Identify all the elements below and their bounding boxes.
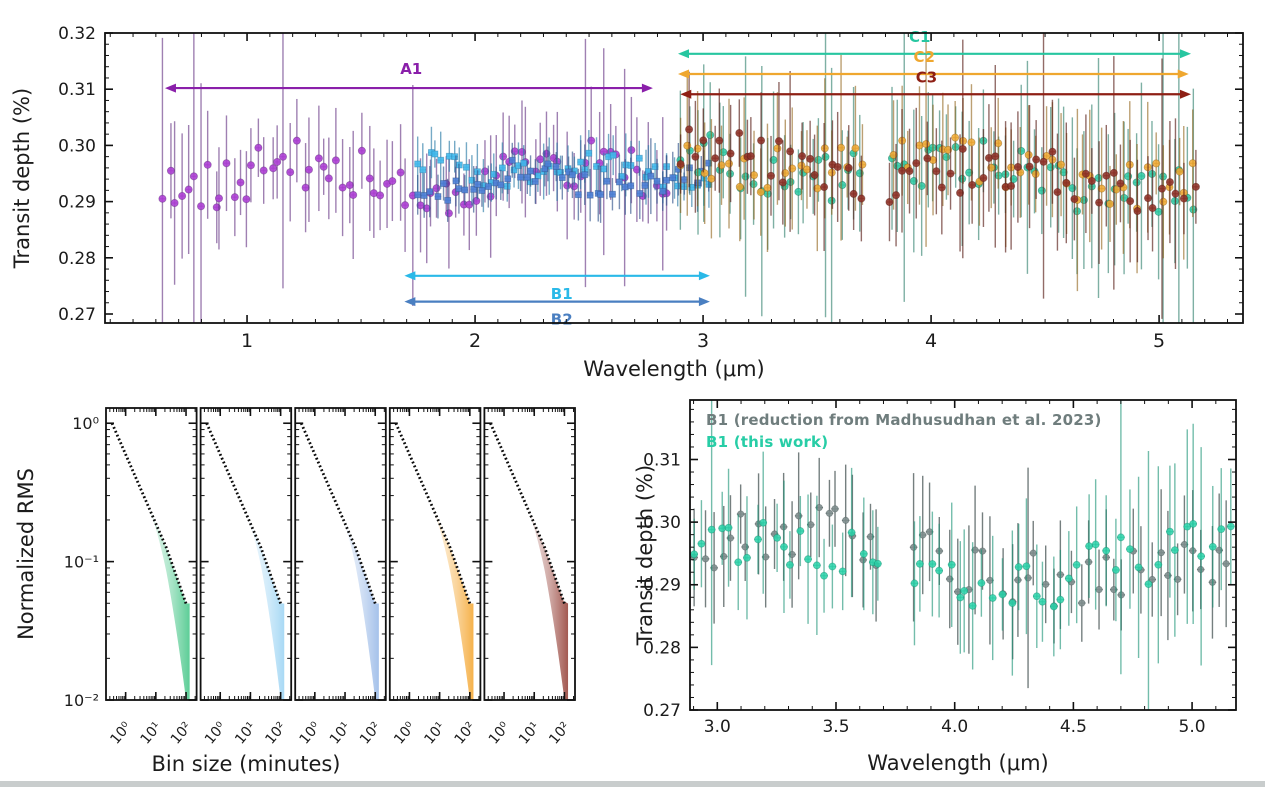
rms-axes-light-blue: 10⁰ 10¹ 10² [199, 407, 293, 748]
spectrum-ytick-label: 0.31 [58, 80, 96, 100]
rms-panel-orange: 10⁰ 10¹ 10² [388, 407, 482, 748]
rms-xtick-label: 10⁰ [391, 719, 419, 748]
annotation-A1: A1 [164, 60, 653, 93]
rms-line-green [110, 422, 188, 605]
spectrum-xtick-label: 5 [1153, 330, 1165, 352]
comparison-ytick-label: 0.29 [643, 576, 681, 596]
rms-xtick-label: 10⁰ [297, 719, 325, 748]
comparison-axes: 3.0 3.5 4.0 4.5 5.0 0.27 0.28 0.29 0.30 0.31 [643, 399, 1237, 737]
spectrum-xtick-label: 1 [241, 330, 253, 352]
series-B1-this-work [690, 400, 1235, 710]
rms-panel-blue: 10⁰ 10¹ 10² [294, 407, 387, 748]
comparison-xtick-label: 3.0 [704, 717, 731, 737]
spectrum-xtick-label: 2 [469, 330, 481, 352]
rms-panel-dark-red: 10⁰ 10¹ 10² [483, 407, 576, 748]
comparison-ytick-label: 0.30 [643, 513, 681, 533]
annotation-label-A1: A1 [400, 60, 422, 78]
rms-line-dark-red [489, 422, 566, 605]
rms-line-light-blue [205, 422, 282, 605]
comparison-ytick-label: 0.31 [643, 450, 681, 470]
rms-fan-dark-red [525, 504, 569, 700]
annotation-B1: B1 [404, 271, 710, 303]
rms-xtick-label: 10⁰ [107, 719, 135, 748]
spectrum-x-axis-label: Wavelength (μm) [583, 357, 765, 381]
spectrum-data [158, 33, 1200, 323]
annotation-label-C1: C1 [909, 28, 930, 46]
annotation-label-C2: C2 [914, 48, 935, 66]
rms-xtick-label: 10² [546, 719, 573, 747]
rms-xtick-label: 10¹ [138, 719, 165, 747]
rms-xtick-label: 10¹ [232, 719, 259, 747]
annotation-label-B2: B2 [551, 311, 573, 329]
rms-fan-light-blue [245, 513, 285, 700]
bottom-edge-strip [0, 781, 1265, 787]
comparison-xtick-label: 4.0 [941, 717, 968, 737]
legend-item-b1-this-work: B1 (this work) [706, 433, 829, 451]
rms-xtick-label: 10² [357, 719, 384, 747]
comparison-data [690, 400, 1235, 710]
spectrum-ytick-label: 0.27 [58, 305, 96, 325]
rms-panel-light-blue: 10⁰ 10¹ 10² [199, 407, 293, 748]
rms-line-orange [394, 422, 472, 605]
comparison-xtick-label: 3.5 [822, 717, 849, 737]
spectrum-ytick-label: 0.30 [58, 136, 96, 156]
rms-fan-blue [340, 513, 379, 700]
comparison-y-axis-label: Transit depth (%) [633, 464, 657, 646]
rms-xtick-label: 10² [262, 719, 289, 747]
rms-axes-orange: 10⁰ 10¹ 10² [388, 407, 482, 748]
rms-xtick-label: 10⁰ [486, 719, 514, 748]
rms-y-axis-label: Normalized RMS [14, 468, 38, 640]
spectrum-y-axis-label: Transit depth (%) [10, 87, 34, 269]
rms-xtick-label: 10¹ [421, 719, 448, 747]
annotation-C2: C2 [677, 48, 1189, 79]
comparison-ytick-label: 0.27 [643, 701, 681, 721]
comparison-x-axis-label: Wavelength (μm) [867, 751, 1049, 775]
spectrum-axes: 1 2 3 4 5 0.27 0.28 0.29 0.30 0.31 0.32 [58, 24, 1244, 352]
rms-x-axis-label: Bin size (minutes) [151, 752, 341, 776]
comparison-xtick-label: 5.0 [1179, 717, 1206, 737]
rms-xtick-label: 10² [452, 719, 479, 747]
spectrum-xtick-label: 3 [697, 330, 709, 352]
annotation-B2: B2 [404, 297, 710, 329]
comparison-xtick-label: 4.5 [1060, 717, 1087, 737]
annotation-label-B1: B1 [551, 285, 573, 303]
spectrum-plot: A1 B1 B2 C1 C2 C3 1 2 3 4 5 0.27 0.28 0.29 0.30 0.31 0.3… [58, 24, 1244, 352]
rms-fan-orange [430, 502, 474, 700]
rms-xtick-label: 10² [168, 719, 195, 747]
rms-xtick-label: 10¹ [516, 719, 543, 747]
rms-ytick-label: 10⁻¹ [64, 553, 99, 572]
rms-axes-dark-red: 10⁰ 10¹ 10² [483, 407, 576, 748]
series-B2 [414, 134, 713, 223]
rms-xtick-label: 10⁰ [202, 719, 230, 748]
rms-xtick-label: 10¹ [327, 719, 354, 747]
rms-line-blue [299, 422, 377, 605]
spectrum-ytick-label: 0.28 [58, 249, 96, 269]
comparison-ytick-label: 0.28 [643, 638, 681, 658]
annotation-label-C3: C3 [916, 68, 937, 86]
legend-item-b1-madhusudhan-2023: B1 (reduction from Madhusudhan et al. 20… [706, 411, 1102, 429]
spectrum-xtick-label: 4 [925, 330, 937, 352]
comparison-plot: 3.0 3.5 4.0 4.5 5.0 0.27 0.28 0.29 0.30 0.31 [643, 399, 1237, 737]
rms-axes-blue: 10⁰ 10¹ 10² [294, 407, 387, 748]
spectrum-ytick-label: 0.29 [58, 193, 96, 213]
annotation-C3: C3 [680, 68, 1192, 99]
rms-ytick-label: 10⁻² [64, 691, 99, 710]
rms-ytick-label: 10⁰ [72, 414, 99, 433]
spectrum-ytick-label: 0.32 [58, 24, 96, 44]
rms-fan-green [146, 502, 190, 700]
